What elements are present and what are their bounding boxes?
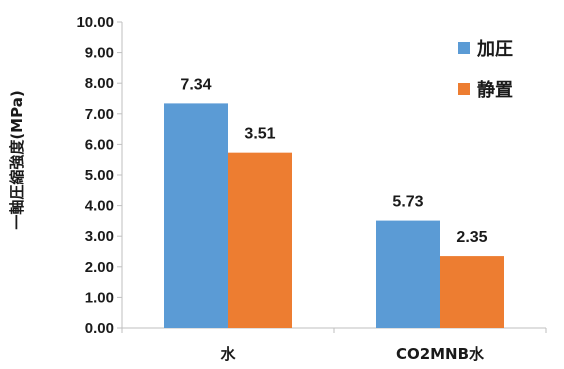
bar-静置-水	[228, 152, 292, 328]
data-label: 2.35	[456, 229, 487, 246]
y-tick-label: 7.00	[85, 106, 114, 123]
bar-加圧-水	[164, 103, 228, 329]
bar-静置-CO2MNB水	[440, 256, 504, 328]
bar-加圧-CO2MNB水	[376, 220, 440, 328]
legend-swatch	[458, 83, 470, 95]
bars: 7.34 3.51 水 5.73 2.35 CO2MNB水	[164, 76, 504, 363]
y-tick-label: 3.00	[85, 228, 114, 245]
axes: 0.00 1.00 2.00 3.00 4.00 5.00 6.00 7.00 8.00 9.00…	[76, 14, 547, 337]
data-label: 3.51	[244, 126, 275, 143]
y-tick-label: 2.00	[85, 259, 114, 276]
data-label: 5.73	[392, 194, 423, 211]
x-category-label: 水	[220, 345, 236, 363]
y-tick-label: 5.00	[85, 167, 114, 184]
y-tick-label: 1.00	[85, 289, 114, 306]
legend-label: 加圧	[476, 39, 513, 60]
y-tick-label: 9.00	[85, 45, 114, 62]
y-axis-title-group: 一軸圧縮強度(MPa)	[8, 90, 26, 229]
y-tick-label: 0.00	[85, 320, 114, 337]
y-tick-label: 4.00	[85, 198, 114, 215]
x-category-label: CO2MNB水	[396, 345, 485, 363]
y-tick-label: 6.00	[85, 136, 114, 153]
y-tick-label: 10.00	[76, 14, 114, 31]
y-tick-label: 8.00	[85, 75, 114, 92]
legend-swatch	[458, 42, 470, 54]
data-label: 7.34	[180, 76, 211, 93]
legend-label: 静置	[477, 79, 513, 101]
y-axis-title: 一軸圧縮強度(MPa)	[8, 90, 26, 229]
